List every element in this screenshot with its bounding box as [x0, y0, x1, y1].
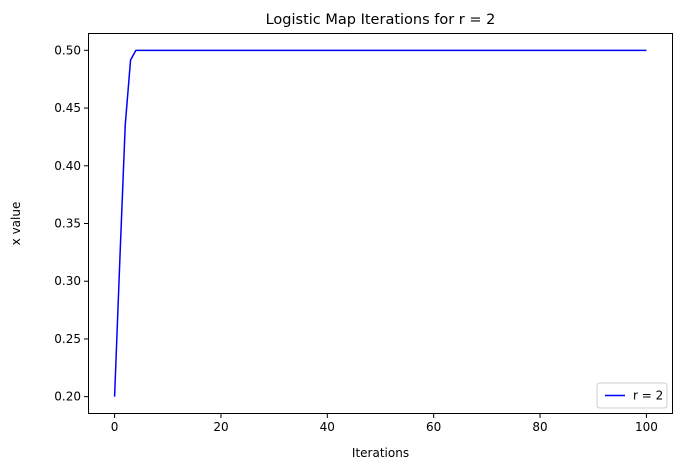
y-tick-label: 0.20	[54, 390, 81, 404]
chart-title: Logistic Map Iterations for r = 2	[266, 12, 496, 28]
x-tick-label: 100	[635, 420, 658, 434]
x-axis-label: Iterations	[352, 446, 409, 460]
x-axis-ticks: 0 20 40 60 80 100	[111, 414, 658, 434]
y-axis-ticks: 0.20 0.25 0.30 0.35 0.40 0.45 0.50	[54, 43, 88, 404]
legend: r = 2	[596, 382, 668, 409]
x-tick-label: 60	[426, 420, 441, 434]
y-tick-label: 0.45	[54, 101, 81, 115]
legend-box	[596, 382, 668, 409]
plot-area	[113, 49, 647, 397]
legend-label: r = 2	[633, 389, 663, 403]
y-tick-label: 0.30	[54, 274, 81, 288]
x-tick-label: 40	[320, 420, 335, 434]
series-line-0	[113, 49, 647, 397]
y-axis-label: x value	[9, 202, 23, 246]
plot-frame	[88, 33, 673, 414]
x-tick-label: 80	[532, 420, 547, 434]
y-tick-label: 0.35	[54, 217, 81, 231]
y-tick-label: 0.40	[54, 159, 81, 173]
x-tick-label: 0	[111, 420, 119, 434]
y-tick-label: 0.50	[54, 43, 81, 57]
x-tick-label: 20	[213, 420, 228, 434]
y-tick-label: 0.25	[54, 332, 81, 346]
